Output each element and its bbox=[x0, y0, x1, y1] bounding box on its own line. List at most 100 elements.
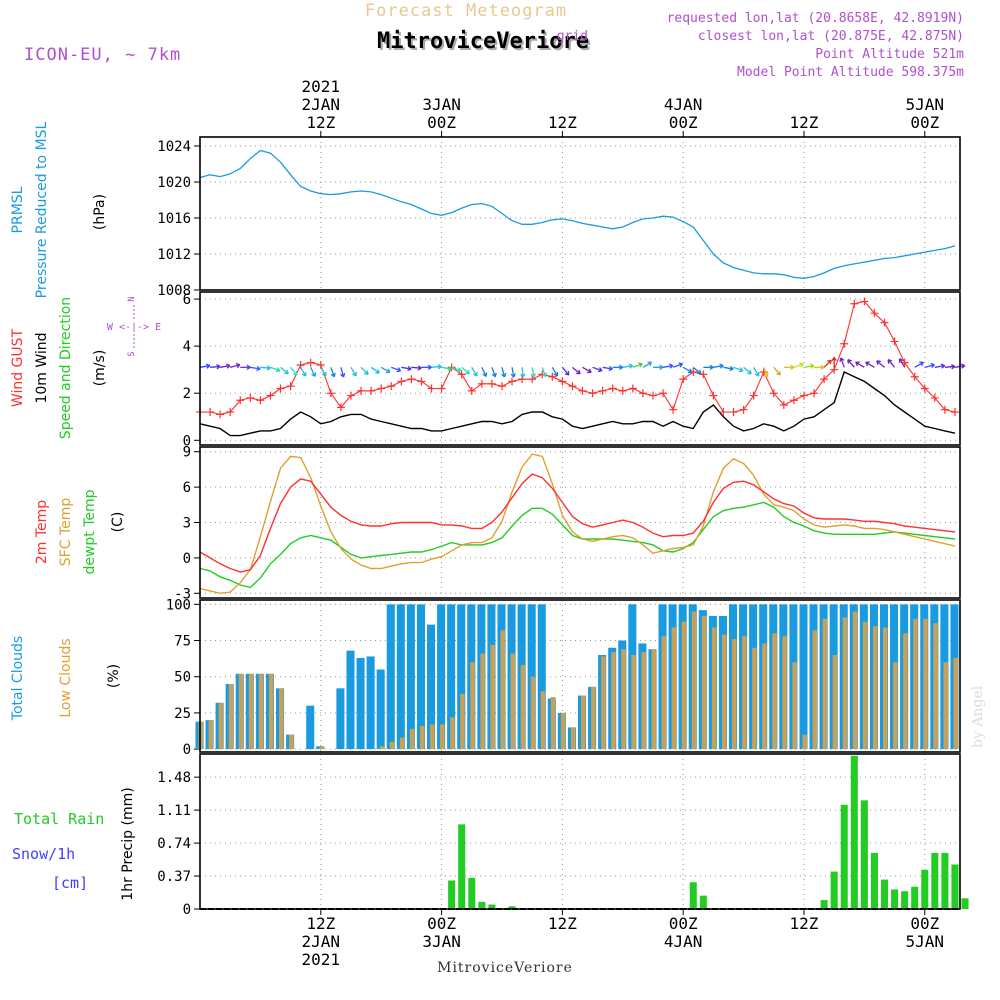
low-cloud-bar bbox=[681, 621, 687, 750]
low-cloud-bar bbox=[953, 657, 958, 750]
wind-arrow-shaft bbox=[632, 363, 643, 368]
top-time-label: 2021 bbox=[302, 77, 341, 96]
compass-west-east: W <-|-> E bbox=[107, 322, 161, 333]
low-cloud-bar bbox=[268, 673, 274, 750]
wind-arrow bbox=[662, 363, 674, 369]
wind-arrow-head bbox=[330, 372, 336, 378]
top-time-label: 4JAN bbox=[664, 95, 703, 114]
wind-arrow-shaft bbox=[551, 366, 558, 377]
wind-arrow-head bbox=[427, 364, 432, 371]
wind-arrow-head bbox=[340, 372, 346, 378]
wind-arrow-shaft bbox=[914, 361, 924, 368]
wind-arrow-shaft bbox=[330, 367, 335, 377]
wind-arrow-shaft bbox=[865, 361, 875, 368]
wind-speed-line bbox=[199, 371, 956, 437]
gust-marker bbox=[699, 370, 708, 379]
wind-arrow-head bbox=[738, 367, 744, 373]
requested-coords: requested lon,lat (20.8658E, 42.8919N) bbox=[667, 11, 964, 26]
wind-arrow-shaft bbox=[411, 366, 422, 369]
precip-panel: 1.48 1.11 0.74 0.37 0 1hr Precip (mm) Total Ra… bbox=[12, 754, 969, 918]
y-tick-label: 9 bbox=[183, 445, 191, 461]
temp-2m-line bbox=[199, 473, 956, 573]
low-cloud-bar bbox=[933, 623, 938, 750]
gust-marker bbox=[336, 403, 345, 412]
wind-arrow-head bbox=[865, 361, 870, 367]
wind-arrow-head bbox=[553, 371, 559, 377]
gust-marker bbox=[226, 408, 235, 417]
wind-arrow bbox=[934, 363, 946, 369]
panel-label-unit: (%) bbox=[106, 664, 122, 688]
wind-arrow-shaft bbox=[260, 366, 271, 369]
wind-arrow-head bbox=[501, 372, 507, 378]
wind-arrow bbox=[481, 367, 488, 377]
label-snow-unit: [cm] bbox=[52, 874, 88, 892]
total-cloud-bar bbox=[306, 705, 315, 750]
wind-arrow bbox=[250, 365, 261, 372]
gust-marker bbox=[739, 405, 748, 414]
y-tick-label: 0 bbox=[183, 902, 191, 918]
wind-arrow-head bbox=[855, 361, 860, 367]
total-cloud-bar bbox=[356, 657, 365, 750]
total-cloud-bar bbox=[447, 604, 456, 750]
wind-arrow-head bbox=[839, 357, 845, 362]
bottom-time-label: 12Z bbox=[306, 914, 335, 933]
low-cloud-bar bbox=[258, 673, 264, 750]
closest-prefix: grid bbox=[557, 29, 588, 44]
wind-arrow-head bbox=[719, 363, 724, 369]
point-altitude: Point Altitude 521m bbox=[815, 47, 964, 62]
wind-arrow-head bbox=[763, 372, 769, 378]
wind-arrow-head bbox=[457, 367, 462, 373]
total-cloud-bar bbox=[396, 604, 405, 750]
gust-marker bbox=[246, 393, 255, 402]
gust-marker bbox=[427, 384, 436, 393]
precip-bar bbox=[891, 889, 899, 909]
precip-bar bbox=[880, 879, 889, 909]
bottom-time-label: 2021 bbox=[302, 950, 341, 969]
wind-arrow bbox=[491, 367, 497, 378]
low-cloud-bar bbox=[581, 695, 586, 750]
low-cloud-bar bbox=[490, 644, 495, 750]
wind-arrow-shaft bbox=[855, 361, 865, 368]
model-label: ICON-EU, ~ 7km bbox=[24, 45, 181, 65]
wind-arrow-head bbox=[417, 365, 422, 371]
y-tick-label: 1.48 bbox=[157, 770, 191, 786]
wind-arrow bbox=[793, 362, 804, 368]
wind-arrow-shaft bbox=[451, 366, 462, 372]
wind-arrow-head bbox=[647, 361, 653, 367]
wind-arrow bbox=[300, 366, 307, 377]
gust-marker bbox=[799, 391, 808, 400]
wind-arrow-head bbox=[564, 370, 570, 376]
wind-arrow-head bbox=[205, 363, 211, 369]
dewpoint-line bbox=[199, 501, 956, 589]
y-tick-label: 6 bbox=[183, 480, 191, 496]
wind-arrow-head bbox=[754, 371, 760, 377]
low-cloud-bar bbox=[752, 647, 757, 750]
wind-arrow bbox=[360, 366, 369, 376]
precip-bar bbox=[901, 891, 909, 909]
gust-marker bbox=[840, 339, 849, 348]
wind-panel: 6 4 2 0 Wind GUST 10m Wind Speed and Direction… bbox=[10, 292, 966, 449]
wind-arrow-head bbox=[482, 372, 488, 377]
total-cloud-bar bbox=[346, 650, 355, 750]
wind-arrow bbox=[280, 366, 289, 375]
wind-arrow-shaft bbox=[944, 365, 955, 368]
low-cloud-bar bbox=[470, 662, 475, 750]
gust-marker bbox=[236, 396, 245, 405]
y-tick-label: 75 bbox=[174, 634, 191, 650]
precip-bar bbox=[478, 901, 486, 909]
gust-marker bbox=[256, 396, 265, 405]
y-tick-label: 1008 bbox=[157, 283, 191, 299]
panel-frame bbox=[199, 599, 961, 753]
precip-bar bbox=[931, 852, 939, 909]
wind-arrow-head bbox=[407, 365, 412, 372]
precip-bar bbox=[870, 852, 878, 909]
wind-arrow bbox=[330, 367, 336, 378]
low-cloud-bar bbox=[792, 662, 797, 750]
product-title: Forecast Meteogram bbox=[365, 1, 567, 21]
wind-arrow-head bbox=[465, 369, 471, 375]
bottom-time-label: 12Z bbox=[790, 914, 819, 933]
y-tick-label: 6 bbox=[183, 292, 191, 308]
wind-arrow-head bbox=[847, 359, 852, 364]
model-altitude: Model Point Altitude 598.375m bbox=[737, 65, 964, 80]
